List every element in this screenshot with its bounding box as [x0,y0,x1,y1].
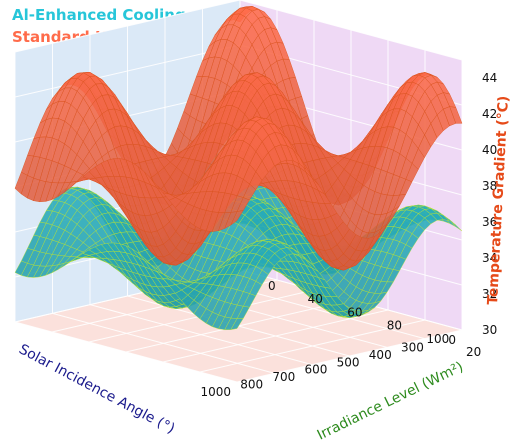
y-tick-label: 100 [426,332,449,346]
cooling-cell [230,318,244,331]
z-tick-label: 38 [482,179,497,193]
y-axis-label: Irradiance Level (Wm²) [315,359,466,443]
surface-standard [14,6,463,271]
y-tick-label: 20 [466,345,481,359]
x-tick-label: 0 [448,333,456,347]
z-tick-label: 44 [482,71,497,85]
z-axis-label: Temperature Gradient (°C) [485,95,510,305]
standard-cell [230,210,244,226]
z-tick-label: 42 [482,107,497,121]
x-tick-label: 700 [272,370,295,384]
z-tick-label: 30 [482,323,497,337]
x-tick-label: 500 [337,355,360,369]
y-tick-label: 60 [347,305,362,319]
legend-entry-cooling: Al-Enhanced Cooling [12,6,186,24]
y-tick-label: 80 [387,319,402,333]
x-tick-label: 300 [401,340,424,354]
y-tick-label: 40 [308,292,323,306]
z-tick-label: 40 [482,143,497,157]
x-tick-label: 400 [369,348,392,362]
z-tick-label: 32 [482,287,497,301]
x-tick-label: 600 [305,363,328,377]
z-tick-label: 34 [482,251,497,265]
z-tick-label: 36 [482,215,497,229]
x-tick-label: 800 [240,378,263,392]
x-tick-label: 1000 [200,385,231,399]
y-tick-label: 0 [268,279,276,293]
